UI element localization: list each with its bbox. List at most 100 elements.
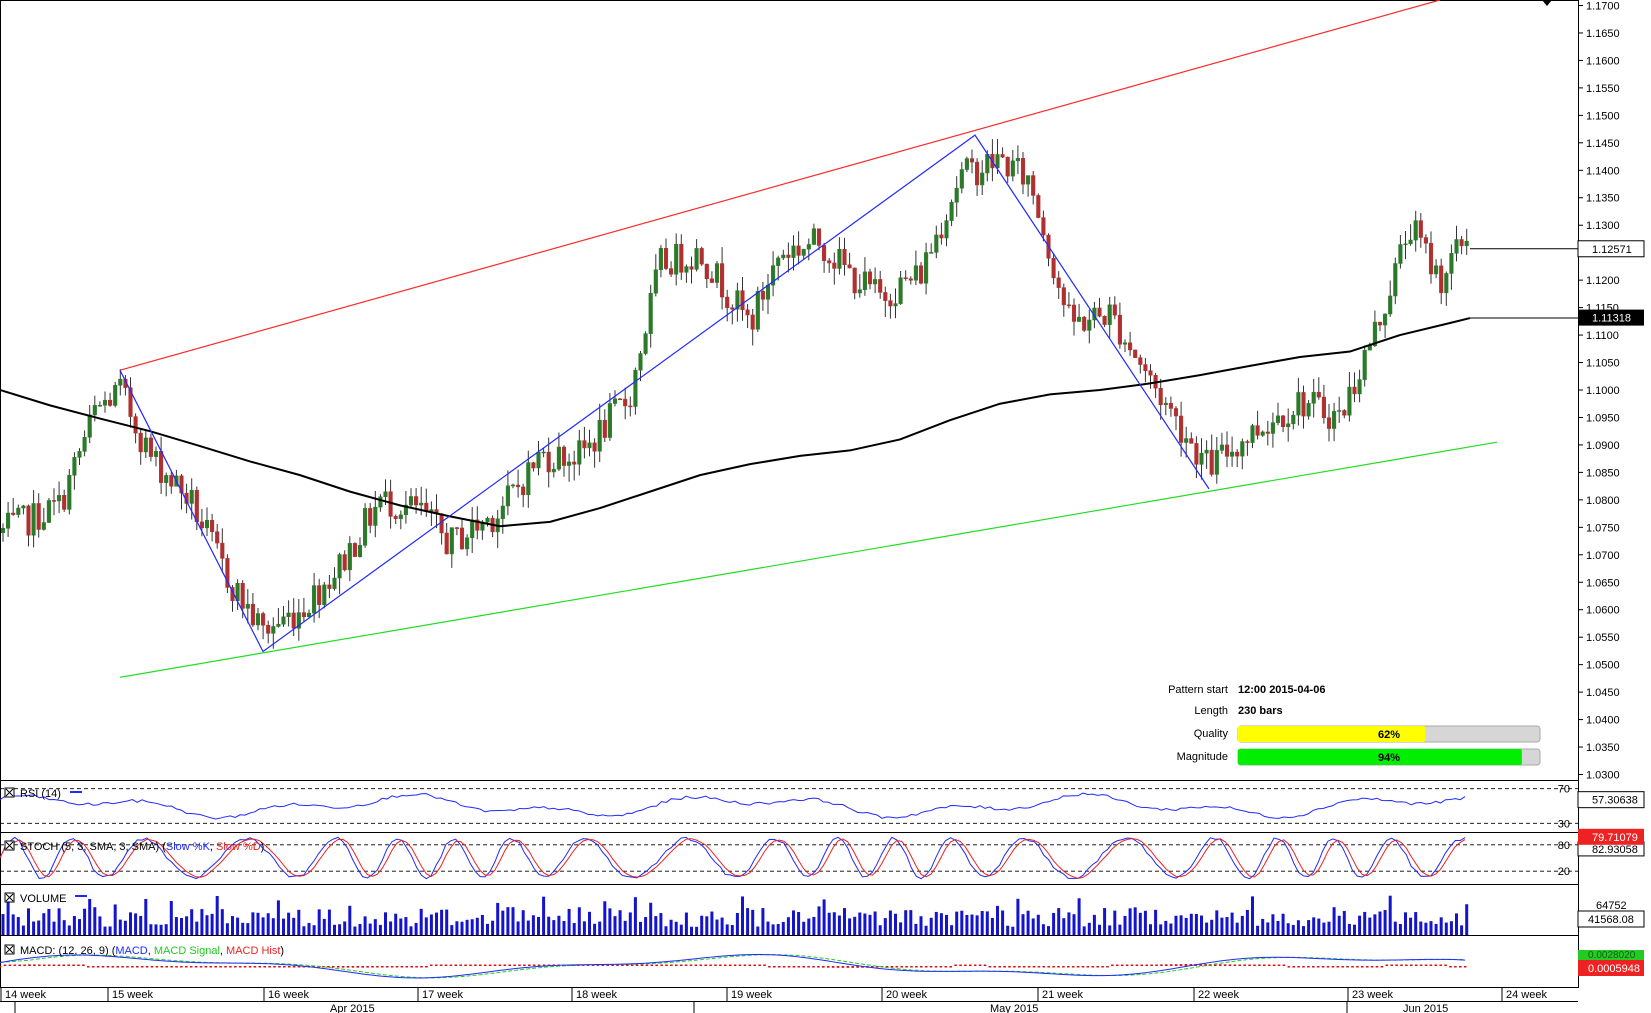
volume-bar xyxy=(1414,912,1418,935)
macd-hist-bar xyxy=(1238,964,1242,966)
bullish-candle xyxy=(806,244,811,250)
bearish-candle xyxy=(704,263,709,279)
macd-hist-bar xyxy=(479,964,482,966)
price-tick-label: 1.1500 xyxy=(1586,110,1620,122)
resistance-trendline xyxy=(119,0,1441,371)
rsi-panel: 70 30 57.30638 xyxy=(0,780,1645,833)
bearish-candle xyxy=(62,495,67,510)
macd-hist-bar xyxy=(748,964,752,966)
volume-bar xyxy=(1149,924,1152,935)
volume-bar xyxy=(1052,912,1056,935)
bullish-candle xyxy=(21,505,26,509)
volume-bar xyxy=(231,916,234,935)
macd-hist-bar xyxy=(1145,964,1148,966)
bearish-candle xyxy=(1316,391,1321,398)
volume-bar xyxy=(526,920,530,935)
price-tick-label: 1.0500 xyxy=(1586,660,1620,672)
volume-bar xyxy=(302,926,306,935)
bullish-candle xyxy=(1286,423,1291,428)
macd-hist-bar xyxy=(871,966,874,968)
volume-bar xyxy=(853,916,857,935)
macd-hist-bar xyxy=(1414,964,1418,966)
volume-bar xyxy=(807,918,811,935)
volume-bar xyxy=(960,910,964,935)
volume-bar xyxy=(394,913,398,935)
price-tick-label: 1.0750 xyxy=(1586,522,1620,534)
volume-bar xyxy=(1256,925,1260,935)
macd-hist-bar xyxy=(219,966,222,968)
bullish-candle xyxy=(1087,319,1092,331)
volume-bar xyxy=(164,924,168,935)
volume-bar xyxy=(659,913,663,935)
volume-bar xyxy=(470,919,474,935)
macd-hist-bar xyxy=(1385,964,1389,966)
bearish-candle xyxy=(709,278,714,283)
volume-bar xyxy=(1347,923,1351,935)
bearish-candle xyxy=(36,503,41,530)
bullish-candle xyxy=(1332,411,1337,429)
bullish-candle xyxy=(1270,422,1275,434)
volume-bar xyxy=(664,926,668,935)
volume-bar xyxy=(700,915,704,935)
macd-hist-bar xyxy=(1395,964,1398,966)
macd-panel: 0.0028020 0.0005948 xyxy=(0,935,1644,988)
macd-hist-bar xyxy=(1106,966,1109,968)
macd-hist-bar xyxy=(410,966,413,968)
bullish-candle xyxy=(465,537,470,550)
ma-value-box xyxy=(1578,309,1644,326)
volume-labels: VOLUME xyxy=(20,893,66,905)
macd-hist-bar xyxy=(1223,964,1227,966)
bullish-candle xyxy=(1015,158,1020,162)
macd-hist-bar xyxy=(204,966,208,968)
bearish-candle xyxy=(1321,396,1326,418)
macd-value-label: 0.0005948 xyxy=(1588,963,1640,975)
macd-hist-bar xyxy=(459,964,462,966)
volume-bar xyxy=(460,921,464,935)
bearish-candle xyxy=(623,398,628,407)
bullish-candle xyxy=(97,404,102,407)
bearish-candle xyxy=(352,543,357,557)
price-tick-label: 1.0400 xyxy=(1586,715,1620,727)
macd-hist-bar xyxy=(856,966,859,968)
volume-bar xyxy=(129,912,132,935)
bullish-candle xyxy=(281,616,286,625)
rsi-title: RSI (14) xyxy=(20,788,61,800)
bearish-candle xyxy=(148,437,153,457)
macd-hist-bar xyxy=(518,964,521,966)
bullish-candle xyxy=(954,187,959,203)
macd-hist-bar xyxy=(1248,964,1251,966)
magnitude-bar-fill xyxy=(1238,749,1522,765)
macd-hist-bar xyxy=(1150,964,1153,966)
macd-hist-bar xyxy=(454,964,458,966)
x-axis: 14 week 15 week 16 week 17 week 18 week 19 we… xyxy=(0,987,1578,1013)
panel-close-cross xyxy=(5,788,14,797)
volume-bar xyxy=(756,926,760,935)
bearish-candle xyxy=(475,519,480,531)
bullish-candle xyxy=(714,263,720,283)
bearish-candle xyxy=(1377,321,1383,326)
volume-bar xyxy=(1026,910,1030,935)
macd-hist-bar xyxy=(684,964,688,966)
volume-bar xyxy=(1251,896,1254,935)
bullish-candle xyxy=(347,543,352,571)
bearish-candle xyxy=(908,278,913,281)
bearish-candle xyxy=(628,405,633,408)
volume-bar xyxy=(746,908,750,935)
volume-bar xyxy=(914,923,918,935)
support-trendline xyxy=(119,441,1498,678)
week-tick-label: 16 week xyxy=(268,989,309,1001)
bullish-candle xyxy=(337,554,342,579)
macd-hist-bar xyxy=(724,964,727,966)
pattern-info-box: Pattern start 12:00 2015-04-06 Length 23… xyxy=(1168,684,1541,766)
volume-bar xyxy=(1098,924,1101,935)
macd-hist-bar xyxy=(1022,966,1026,968)
volume-bar xyxy=(236,917,240,935)
bearish-candle xyxy=(679,243,684,273)
price-tick-label: 1.0550 xyxy=(1586,632,1620,644)
macd-hist-bar xyxy=(949,966,952,968)
volume-bar xyxy=(378,924,382,935)
volume-bar xyxy=(1317,918,1321,935)
volume-bar xyxy=(633,897,637,935)
bearish-candle xyxy=(414,496,419,506)
macd-hist-bar xyxy=(1307,966,1310,968)
